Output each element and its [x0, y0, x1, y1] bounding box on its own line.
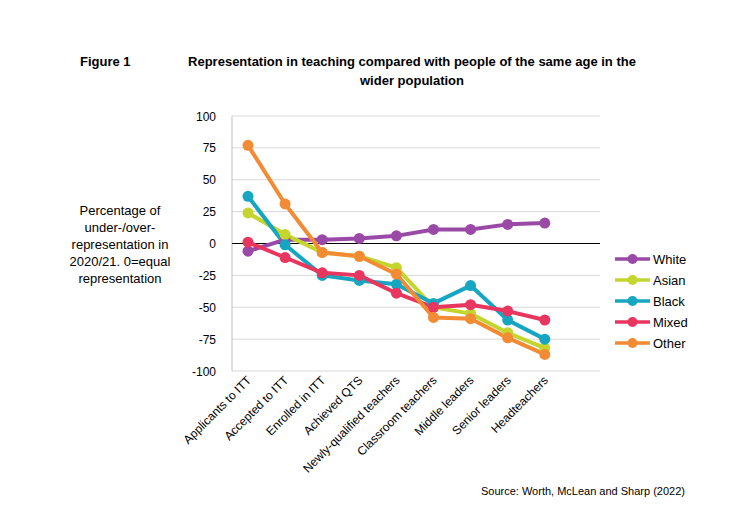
point — [391, 269, 402, 280]
series-line — [248, 242, 545, 320]
point — [317, 247, 328, 258]
point — [280, 198, 291, 209]
point — [465, 224, 476, 235]
point — [539, 349, 550, 360]
point — [354, 251, 365, 262]
series-line — [248, 196, 545, 339]
point — [391, 230, 402, 241]
point — [317, 267, 328, 278]
legend-label: Black — [653, 294, 685, 309]
grid-line — [232, 371, 600, 372]
series-line — [248, 213, 545, 348]
point — [243, 140, 254, 151]
point — [502, 332, 513, 343]
legend-label: Asian — [653, 273, 686, 288]
legend-marker — [628, 338, 638, 348]
y-tick-label: -25 — [199, 269, 217, 283]
grid-line — [232, 307, 600, 308]
point — [243, 237, 254, 248]
plot-area — [243, 140, 551, 360]
grid-line — [232, 211, 600, 212]
series-line — [248, 145, 545, 354]
point — [428, 302, 439, 313]
point — [280, 239, 291, 250]
y-tick-label: -100 — [192, 365, 216, 379]
source: Source: Worth, McLean and Sharp (2022) — [481, 485, 685, 497]
figure-label: Figure 1 — [80, 54, 131, 69]
x-tick-label: Headteachers — [488, 373, 551, 436]
y-tick-label: -75 — [199, 333, 217, 347]
point — [428, 312, 439, 323]
point — [354, 251, 365, 262]
chart: Figure 1 Source: Worth, McLean and Sharp … — [0, 0, 731, 531]
point — [243, 191, 254, 202]
y-axis-label: representation in — [72, 237, 169, 252]
y-tick-label: 75 — [203, 141, 217, 155]
grid-line — [232, 179, 600, 180]
grid-line — [232, 275, 600, 276]
y-tick-label: 50 — [203, 173, 217, 187]
y-tick-label: 100 — [196, 110, 216, 124]
title: Representation in teaching compared with… — [188, 54, 636, 69]
point — [354, 270, 365, 281]
legend-marker — [628, 275, 638, 285]
title: wider population — [359, 73, 464, 88]
y-tick-label: -50 — [199, 301, 217, 315]
point — [354, 233, 365, 244]
point — [391, 288, 402, 299]
point — [428, 224, 439, 235]
point — [502, 219, 513, 230]
grid-line — [232, 116, 600, 117]
legend-label: White — [653, 252, 686, 267]
point — [502, 306, 513, 317]
point — [465, 313, 476, 324]
point — [243, 207, 254, 218]
x-tick-label: Accepted to ITT — [221, 373, 291, 443]
legend-marker — [628, 254, 638, 264]
legend-label: Other — [653, 336, 686, 351]
y-axis-label: 2020/21. 0=equal — [70, 254, 171, 269]
point — [317, 234, 328, 245]
y-axis-label: under-/over- — [85, 220, 156, 235]
y-tick-label: 25 — [203, 205, 217, 219]
legend-marker — [628, 296, 638, 306]
point — [539, 218, 550, 229]
legend-marker — [628, 317, 638, 327]
y-axis-label: Percentage of — [80, 203, 161, 218]
point — [465, 280, 476, 291]
point — [465, 299, 476, 310]
point — [428, 302, 439, 313]
point — [539, 334, 550, 345]
y-axis-label: representation — [78, 271, 161, 286]
y-tick-label: 0 — [209, 237, 216, 251]
point — [280, 229, 291, 240]
legend-label: Mixed — [653, 315, 688, 330]
grid-line — [232, 147, 600, 148]
point — [280, 252, 291, 263]
point — [317, 247, 328, 258]
point — [539, 315, 550, 326]
